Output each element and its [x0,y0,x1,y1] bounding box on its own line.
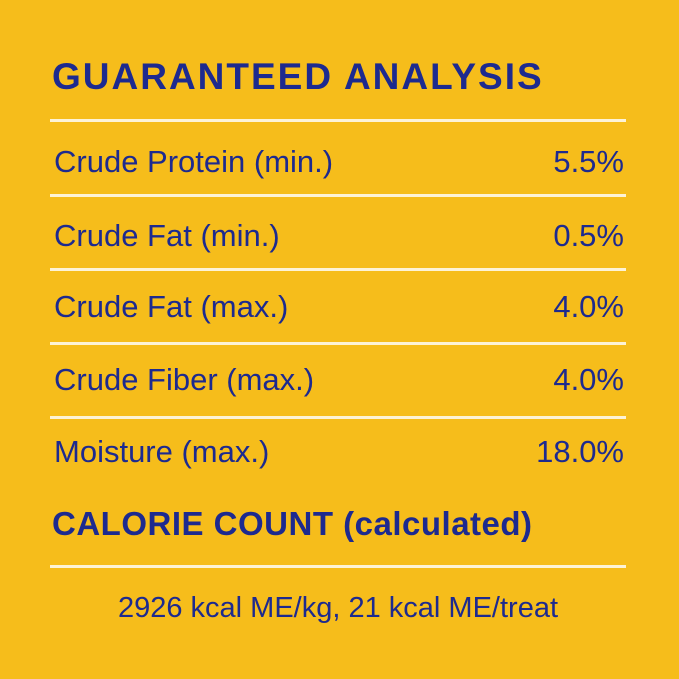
table-row: Crude Protein (min.) 5.5% [54,142,624,182]
divider [50,268,626,271]
divider [50,342,626,345]
table-row: Crude Fiber (max.) 4.0% [54,360,624,400]
divider [50,194,626,197]
row-label: Crude Protein (min.) [54,144,334,179]
section-title: GUARANTEED ANALYSIS [52,56,544,97]
row-value: 5.5% [553,144,624,179]
row-label: Crude Fat (max.) [54,289,289,324]
row-value: 0.5% [553,218,624,253]
row-label: Crude Fiber (max.) [54,362,315,397]
divider [50,416,626,419]
row-value: 4.0% [553,289,624,324]
row-value: 18.0% [536,434,624,469]
table-row: Moisture (max.) 18.0% [54,432,624,472]
row-label: Moisture (max.) [54,434,270,469]
divider [50,565,626,568]
calorie-heading: CALORIE COUNT (calculated) [52,505,533,542]
table-row: Crude Fat (max.) 4.0% [54,287,624,327]
divider [50,119,626,122]
row-label: Crude Fat (min.) [54,218,280,253]
table-row: Crude Fat (min.) 0.5% [54,216,624,256]
row-value: 4.0% [553,362,624,397]
calorie-text: 2926 kcal ME/kg, 21 kcal ME/treat [117,592,559,624]
